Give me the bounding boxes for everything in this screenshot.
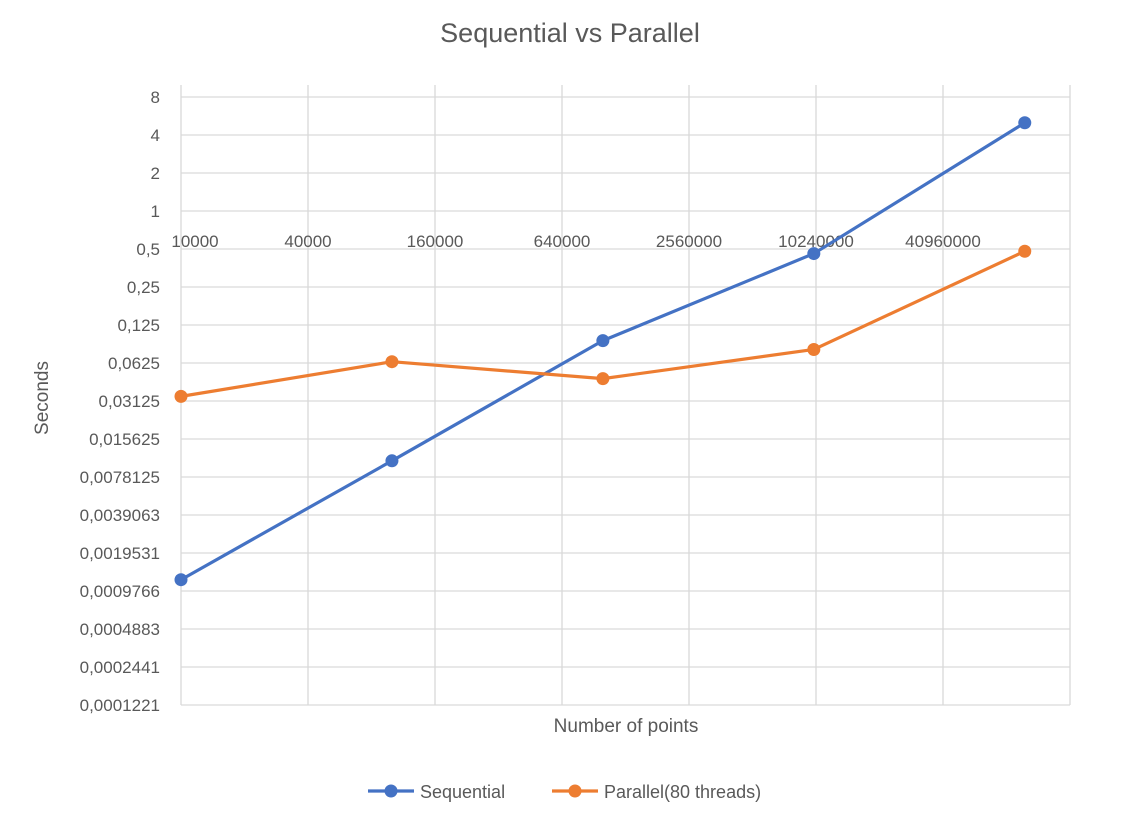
x-tick-label: 40000: [284, 232, 331, 251]
legend-label: Sequential: [420, 782, 505, 802]
x-tick-label: 10000: [171, 232, 218, 251]
x-tick-label: 160000: [407, 232, 464, 251]
data-point: [807, 247, 821, 261]
y-tick-label: 0,0039063: [80, 506, 160, 525]
data-point: [385, 355, 399, 369]
legend: Sequential Parallel(80 threads): [368, 782, 761, 802]
series-lines: [174, 116, 1032, 587]
x-axis-ticks: 10000 40000 160000 640000 2560000 10240000 409…: [171, 232, 980, 251]
y-tick-label: 8: [151, 88, 160, 107]
y-tick-label: 0,03125: [99, 392, 160, 411]
y-tick-label: 0,25: [127, 278, 160, 297]
data-point: [174, 389, 188, 403]
y-tick-label: 4: [151, 126, 160, 145]
y-tick-label: 0,5: [136, 240, 160, 259]
data-point: [174, 573, 188, 587]
chart-title: Sequential vs Parallel: [440, 18, 700, 48]
y-tick-label: 0,0078125: [80, 468, 160, 487]
x-tick-label: 40960000: [905, 232, 981, 251]
x-tick-label: 640000: [534, 232, 591, 251]
y-tick-label: 0,0001221: [80, 696, 160, 715]
y-axis-title: Seconds: [32, 361, 53, 435]
legend-swatch-marker: [568, 784, 582, 798]
data-point: [807, 342, 821, 356]
y-tick-label: 0,0004883: [80, 620, 160, 639]
legend-label: Parallel(80 threads): [604, 782, 761, 802]
y-axis-ticks: 8 4 2 1 0,5 0,25 0,125 0,0625 0,03125 0,015625 0,0…: [80, 88, 160, 715]
x-tick-label: 10240000: [778, 232, 854, 251]
x-tick-label: 2560000: [656, 232, 722, 251]
y-tick-label: 0,015625: [89, 430, 160, 449]
data-point: [596, 372, 610, 386]
x-axis-title: Number of points: [554, 716, 699, 737]
data-point: [596, 334, 610, 348]
y-tick-label: 0,0009766: [80, 582, 160, 601]
y-tick-label: 1: [151, 202, 160, 221]
data-point: [385, 454, 399, 468]
y-tick-label: 0,0019531: [80, 544, 160, 563]
y-tick-label: 0,0625: [108, 354, 160, 373]
data-point: [1018, 116, 1032, 130]
data-point: [1018, 244, 1032, 258]
y-tick-label: 2: [151, 164, 160, 183]
legend-swatch-marker: [384, 784, 398, 798]
y-tick-label: 0,0002441: [80, 658, 160, 677]
y-tick-label: 0,125: [117, 316, 160, 335]
